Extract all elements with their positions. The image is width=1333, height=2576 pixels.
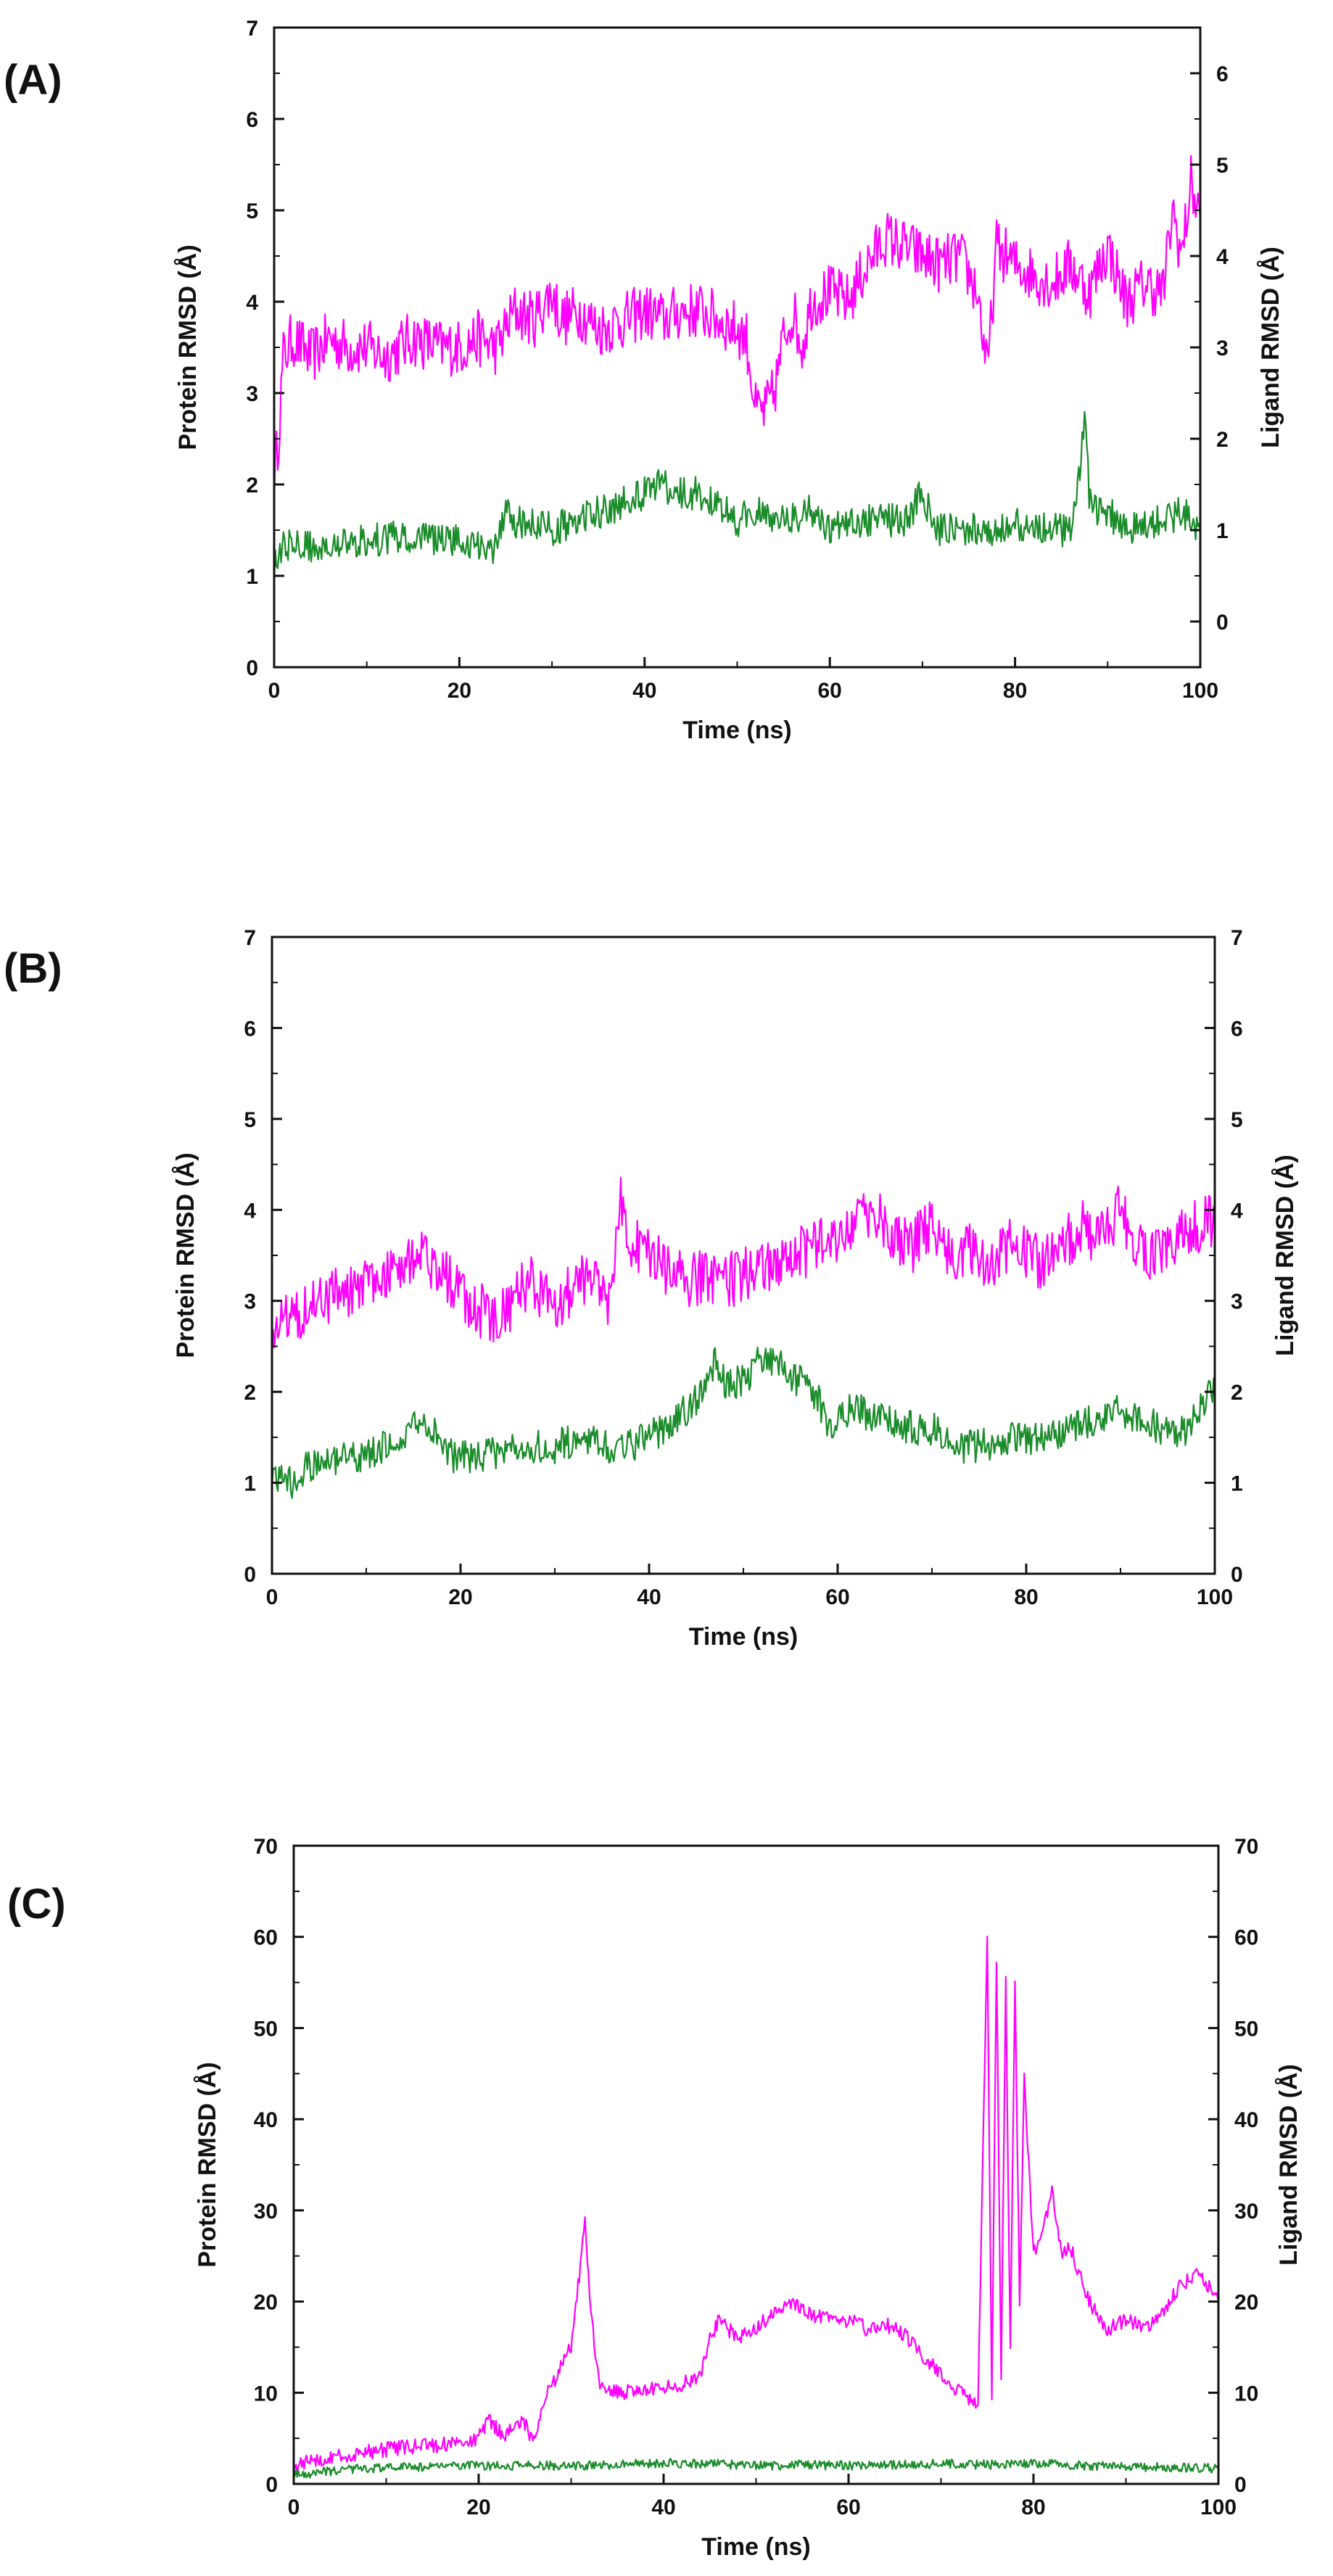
y-tick-label: 5 — [246, 199, 258, 223]
x-tick-label: 20 — [447, 679, 471, 703]
y-tick-label: 3 — [244, 1290, 256, 1314]
y-tick-label: 70 — [254, 1835, 278, 1859]
y2-tick-label: 4 — [1231, 1199, 1243, 1223]
x-tick-label: 100 — [1197, 1585, 1233, 1609]
y-tick-label: 0 — [265, 2473, 278, 2497]
y-tick-label: 20 — [254, 2291, 278, 2315]
x-tick-label: 0 — [268, 679, 281, 703]
x-tick-label: 20 — [448, 1585, 472, 1609]
plot-frame — [292, 1844, 1220, 2485]
y2-axis-title: Ligand RMSD (Å) — [1257, 247, 1284, 448]
y2-tick-label: 6 — [1231, 1017, 1243, 1041]
x-axis-title: Time (ns) — [682, 717, 792, 744]
y2-tick-label: 1 — [1231, 1472, 1243, 1496]
y2-axis-title: Ligand RMSD (Å) — [1275, 2064, 1303, 2266]
y2-tick-label: 4 — [1216, 245, 1229, 269]
panel-label: (A) — [4, 57, 62, 104]
y2-tick-label: 6 — [1216, 62, 1229, 86]
x-axis-title: Time (ns) — [689, 1623, 798, 1651]
y-axis-title: Protein RMSD (Å) — [194, 2062, 221, 2267]
y-axis-title: Protein RMSD (Å) — [174, 244, 202, 450]
x-tick-label: 60 — [818, 679, 842, 703]
y-tick-label: 0 — [244, 1563, 256, 1587]
y-tick-label: 2 — [244, 1381, 256, 1405]
y2-tick-label: 0 — [1216, 611, 1229, 635]
chart-panel-c: (C)0 20 40 60 80 1000102030405060700102030405… — [7, 1835, 1303, 2561]
protein-rmsd-line — [273, 154, 1202, 508]
y-tick-label: 0 — [246, 656, 258, 680]
x-tick-label: 40 — [651, 2496, 675, 2519]
y-tick-label: 7 — [244, 926, 256, 950]
y2-tick-label: 1 — [1216, 519, 1229, 543]
x-tick-label: 40 — [637, 1585, 661, 1609]
y2-tick-label: 5 — [1216, 154, 1229, 178]
y2-tick-label: 60 — [1234, 1926, 1258, 1950]
y2-tick-label: 0 — [1234, 2473, 1247, 2497]
x-tick-label: 80 — [1003, 679, 1027, 703]
panel-label: (B) — [4, 945, 62, 992]
x-tick-label: 20 — [466, 2496, 490, 2519]
ligand-rmsd-line — [273, 410, 1202, 581]
x-tick-label: 60 — [836, 2496, 860, 2519]
y2-tick-label: 70 — [1234, 1835, 1258, 1859]
y2-tick-label: 2 — [1216, 428, 1229, 452]
protein-rmsd-line — [271, 1176, 1216, 1361]
y2-tick-label: 30 — [1234, 2200, 1258, 2224]
y-tick-label: 60 — [254, 1926, 278, 1950]
x-tick-label: 0 — [288, 2496, 300, 2519]
y-tick-label: 1 — [244, 1472, 256, 1496]
x-tick-label: 40 — [632, 679, 656, 703]
y2-tick-label: 50 — [1234, 2017, 1258, 2041]
panel-label: (C) — [7, 1881, 66, 1928]
y2-axis-title: Ligand RMSD (Å) — [1271, 1155, 1299, 1356]
y-tick-label: 4 — [244, 1199, 256, 1223]
y-tick-label: 6 — [244, 1017, 256, 1041]
y-tick-label: 3 — [246, 382, 258, 406]
y2-tick-label: 3 — [1216, 337, 1229, 360]
protein-rmsd-line — [292, 1936, 1220, 2473]
x-tick-label: 80 — [1021, 2496, 1045, 2519]
x-axis-title: Time (ns) — [701, 2533, 811, 2561]
y2-tick-label: 0 — [1231, 1563, 1243, 1587]
y-tick-label: 40 — [254, 2108, 278, 2132]
y2-tick-label: 10 — [1234, 2382, 1258, 2406]
x-tick-label: 60 — [825, 1585, 849, 1609]
y2-tick-label: 2 — [1231, 1381, 1243, 1405]
y2-tick-label: 40 — [1234, 2108, 1258, 2132]
ligand-rmsd-line — [292, 2458, 1219, 2479]
x-tick-label: 0 — [266, 1585, 278, 1609]
y2-tick-label: 20 — [1234, 2291, 1258, 2315]
ligand-rmsd-line — [271, 1346, 1216, 1499]
x-tick-label: 80 — [1014, 1585, 1038, 1609]
y2-tick-label: 5 — [1231, 1108, 1243, 1132]
y-axis-title: Protein RMSD (Å) — [172, 1152, 199, 1358]
x-tick-label: 100 — [1182, 679, 1218, 703]
y-tick-label: 5 — [244, 1108, 256, 1132]
y2-tick-label: 7 — [1231, 926, 1243, 950]
y-tick-label: 4 — [246, 291, 258, 315]
y-tick-label: 10 — [254, 2382, 278, 2406]
y-tick-label: 30 — [254, 2200, 278, 2224]
y-tick-label: 2 — [246, 474, 258, 498]
y2-tick-label: 3 — [1231, 1290, 1243, 1314]
x-tick-label: 100 — [1200, 2496, 1237, 2519]
y-tick-label: 7 — [246, 17, 258, 41]
y-tick-label: 50 — [254, 2017, 278, 2041]
y-tick-label: 6 — [246, 108, 258, 132]
y-tick-label: 1 — [246, 565, 258, 589]
